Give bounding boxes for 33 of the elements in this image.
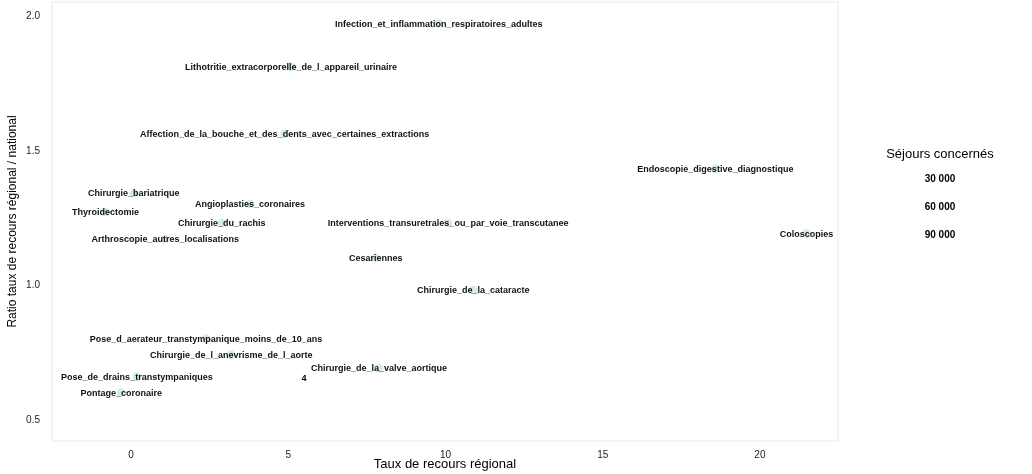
x-tick-label: 0 — [128, 449, 135, 461]
x-tick-label: 15 — [597, 449, 609, 461]
annotation: Chirurgie_de_la_cataracte — [417, 285, 530, 296]
annotation: Cesariennes — [349, 253, 403, 264]
y-tick-label: 1.0 — [26, 279, 41, 291]
annotation: Pose_de_drains_transtympaniques — [61, 371, 213, 382]
text: 90 000 — [924, 229, 956, 240]
annotation: Chirurgie_de_la_valve_aortique — [310, 363, 448, 374]
y-tick-label: 2.0 — [26, 10, 41, 22]
annotation: Affection_de_la_bouche_et_des_dents_avec_certaines_extractions — [140, 129, 430, 140]
annotation: Interventions_transuretrales_ou_par_voie_transcutanee — [327, 218, 569, 228]
text: 30 000 — [924, 173, 956, 184]
y-tick-label: 0.5 — [26, 414, 41, 426]
annotation: Thyroidectomie — [71, 207, 139, 218]
annotation: Chirurgie_bariatrique — [87, 188, 180, 199]
text: 60 000 — [924, 201, 956, 212]
annotation: Angioplasties_coronaires — [195, 199, 306, 210]
annotation: Infection_et_inflammation_respiratoires_adultes — [334, 18, 543, 29]
annotation: Chirurgie_du_rachis — [178, 218, 266, 228]
legend-title: Séjours concernés — [886, 146, 995, 161]
annotation: Chirurgie_de_l_anevrisme_de_l_aorte — [149, 349, 313, 360]
y-axis-title: Ratio taux de recours régional / national — [5, 115, 19, 328]
annotation: Arthroscopie_autres_localisations — [91, 234, 239, 245]
x-tick-label: 20 — [754, 449, 766, 461]
x-tick-label: 5 — [285, 449, 292, 461]
x-tick-label: 10 — [439, 449, 452, 461]
annotation: Pontage_coronaire — [80, 387, 162, 398]
annotation: Pose_d_aerateur_transtympanique_moins_de_10_ans — [89, 333, 323, 344]
annotation: 4 — [301, 373, 307, 383]
annotation: Coloscopies — [779, 228, 834, 239]
annotation: Lithotritie_extracorporelle_de_l_appareil_urinaire — [184, 61, 397, 72]
y-tick-label: 1.5 — [26, 144, 41, 156]
annotation: Endoscopie_digestive_diagnostique — [637, 164, 794, 175]
